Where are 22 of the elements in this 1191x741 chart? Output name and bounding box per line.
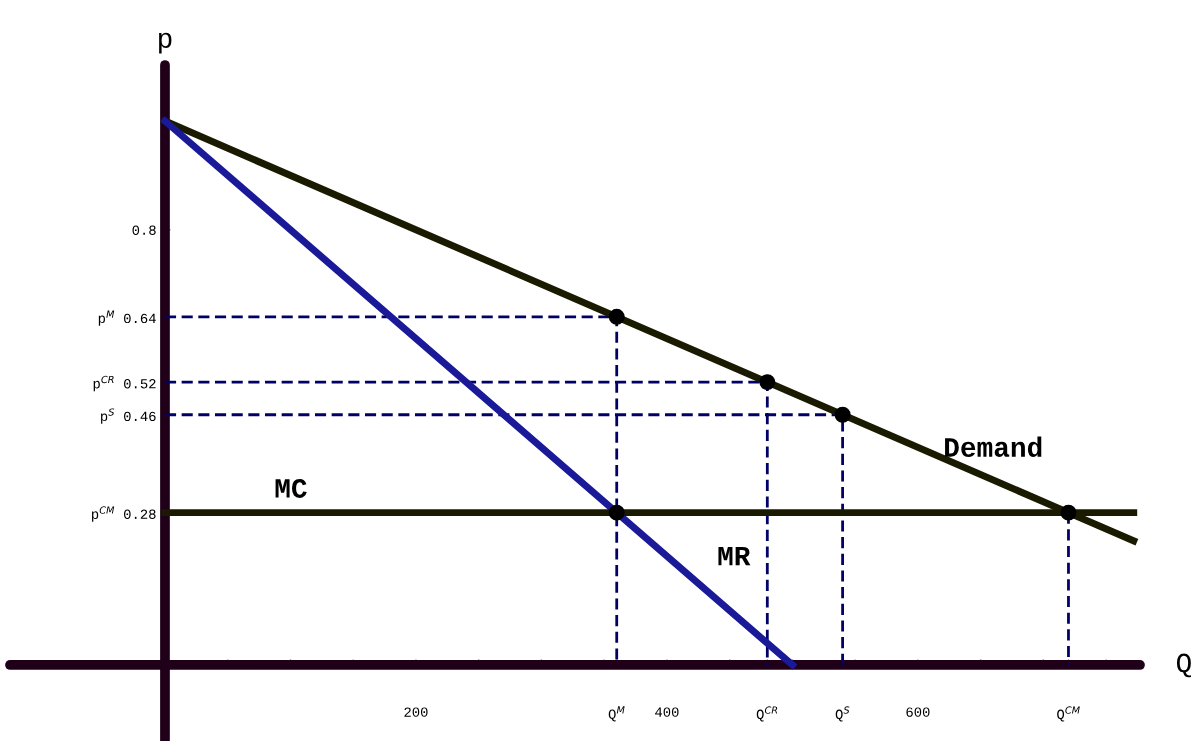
series-label: MC — [275, 479, 307, 498]
point — [608, 308, 625, 325]
x-tick-label: Q$^{M}$ — [608, 706, 625, 722]
y-tick-label: p$^{S}$ 0.46 — [101, 408, 156, 424]
series-label: MR — [718, 546, 751, 566]
point — [759, 374, 776, 391]
y-tick-label: p$^{CM}$ 0.28 — [92, 506, 156, 522]
series-label: Demand — [945, 436, 1042, 457]
x-tick-label: 600 — [906, 707, 930, 717]
point — [608, 504, 625, 521]
x-tick-label: 400 — [655, 707, 679, 717]
point — [1060, 504, 1077, 521]
x-tick-label: Q$^{S}$ — [835, 706, 850, 722]
x-tick-label: Q$^{CM}$ — [1057, 706, 1080, 722]
x-tick-label: Q$^{CR}$ — [756, 706, 778, 722]
y-tick-label: p$^{CR}$ 0.52 — [93, 375, 156, 392]
y-axis-title: p — [159, 32, 172, 54]
y-tick-label: 0.8 — [132, 225, 156, 235]
x-axis-title: Q — [1176, 653, 1191, 678]
y-tick-label: p$^{M}$ 0.64 — [98, 310, 156, 326]
x-tick-label: 200 — [404, 707, 428, 717]
point — [834, 406, 851, 423]
